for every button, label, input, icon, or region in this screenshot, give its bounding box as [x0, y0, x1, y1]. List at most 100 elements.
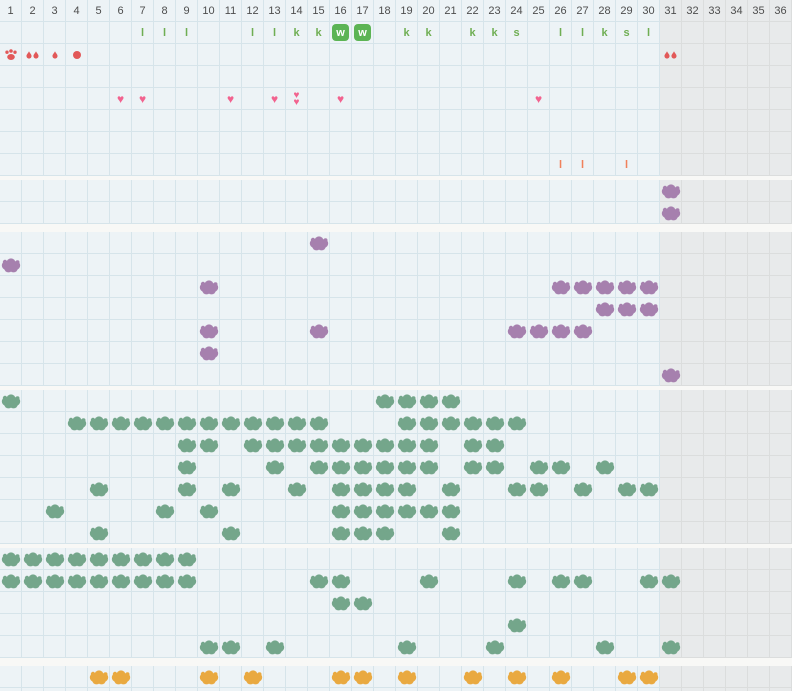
day-cell[interactable]: k [286, 22, 308, 44]
animal-icon[interactable] [67, 551, 87, 567]
day-cell[interactable] [638, 132, 660, 154]
day-cell[interactable] [374, 478, 396, 500]
day-cell[interactable] [594, 412, 616, 434]
day-cell[interactable]: l [176, 22, 198, 44]
day-cell[interactable] [594, 342, 616, 364]
day-cell[interactable] [352, 44, 374, 66]
animal-icon[interactable] [89, 669, 109, 685]
day-cell[interactable] [440, 688, 462, 691]
day-cell[interactable] [374, 180, 396, 202]
day-cell[interactable] [418, 66, 440, 88]
day-cell[interactable] [308, 456, 330, 478]
day-cell[interactable] [66, 276, 88, 298]
day-cell[interactable] [22, 180, 44, 202]
day-cell[interactable] [88, 478, 110, 500]
animal-icon[interactable] [507, 415, 527, 431]
day-cell[interactable] [110, 478, 132, 500]
day-cell[interactable] [594, 592, 616, 614]
day-cell[interactable] [286, 522, 308, 544]
day-cell[interactable] [418, 298, 440, 320]
day-cell[interactable] [440, 412, 462, 434]
day-cell[interactable] [176, 202, 198, 224]
day-cell[interactable] [264, 500, 286, 522]
day-cell[interactable] [176, 478, 198, 500]
day-cell[interactable] [484, 500, 506, 522]
day-cell[interactable] [396, 180, 418, 202]
day-cell[interactable] [550, 180, 572, 202]
animal-icon[interactable] [199, 415, 219, 431]
day-cell[interactable] [132, 456, 154, 478]
animal-icon[interactable] [639, 279, 659, 295]
day-cell[interactable] [264, 434, 286, 456]
animal-icon[interactable] [287, 415, 307, 431]
day-cell[interactable] [484, 320, 506, 342]
day-cell[interactable] [484, 666, 506, 688]
animal-icon[interactable] [199, 279, 219, 295]
day-cell[interactable] [440, 614, 462, 636]
animal-icon[interactable] [199, 639, 219, 655]
animal-icon[interactable] [177, 481, 197, 497]
animal-icon[interactable] [661, 639, 681, 655]
day-cell[interactable] [242, 364, 264, 386]
animal-icon[interactable] [155, 503, 175, 519]
day-cell[interactable] [176, 88, 198, 110]
day-cell[interactable] [594, 570, 616, 592]
day-cell[interactable] [0, 232, 22, 254]
day-cell[interactable] [462, 44, 484, 66]
day-cell[interactable] [462, 390, 484, 412]
animal-icon[interactable] [353, 525, 373, 541]
day-cell[interactable] [506, 88, 528, 110]
day-cell[interactable] [396, 412, 418, 434]
day-cell[interactable] [374, 636, 396, 658]
day-cell[interactable] [308, 522, 330, 544]
day-cell[interactable] [110, 320, 132, 342]
day-cell[interactable] [154, 154, 176, 176]
day-cell[interactable] [110, 500, 132, 522]
day-cell[interactable] [462, 614, 484, 636]
animal-icon[interactable] [331, 481, 351, 497]
day-cell[interactable] [220, 232, 242, 254]
animal-icon[interactable] [529, 459, 549, 475]
day-cell[interactable] [22, 254, 44, 276]
day-cell[interactable] [484, 434, 506, 456]
animal-icon[interactable] [177, 573, 197, 589]
animal-icon[interactable] [507, 323, 527, 339]
animal-icon[interactable] [199, 437, 219, 453]
day-cell[interactable] [550, 592, 572, 614]
day-cell[interactable] [176, 276, 198, 298]
day-cell[interactable] [132, 202, 154, 224]
day-cell[interactable] [132, 636, 154, 658]
day-cell[interactable]: l [572, 154, 594, 176]
day-cell[interactable] [132, 522, 154, 544]
day-cell[interactable] [374, 232, 396, 254]
day-cell[interactable] [242, 500, 264, 522]
animal-icon[interactable] [221, 481, 241, 497]
day-cell[interactable] [132, 110, 154, 132]
day-cell[interactable] [374, 44, 396, 66]
day-cell[interactable] [594, 522, 616, 544]
day-cell[interactable] [176, 688, 198, 691]
animal-icon[interactable] [595, 639, 615, 655]
day-cell[interactable] [594, 202, 616, 224]
day-cell[interactable] [528, 412, 550, 434]
day-cell[interactable] [308, 342, 330, 364]
day-cell[interactable] [550, 298, 572, 320]
day-cell[interactable]: ♥ [264, 88, 286, 110]
day-cell[interactable] [154, 180, 176, 202]
day-cell[interactable] [616, 364, 638, 386]
day-cell[interactable] [594, 110, 616, 132]
day-cell[interactable] [88, 614, 110, 636]
day-cell[interactable] [88, 276, 110, 298]
day-cell[interactable] [198, 276, 220, 298]
day-cell[interactable] [22, 132, 44, 154]
animal-icon[interactable] [485, 459, 505, 475]
day-cell[interactable] [396, 614, 418, 636]
day-cell[interactable] [462, 592, 484, 614]
day-cell[interactable] [418, 478, 440, 500]
day-cell[interactable] [242, 478, 264, 500]
day-cell[interactable] [0, 66, 22, 88]
day-cell[interactable] [176, 342, 198, 364]
day-cell[interactable] [572, 570, 594, 592]
day-cell[interactable] [264, 320, 286, 342]
animal-icon[interactable] [111, 415, 131, 431]
